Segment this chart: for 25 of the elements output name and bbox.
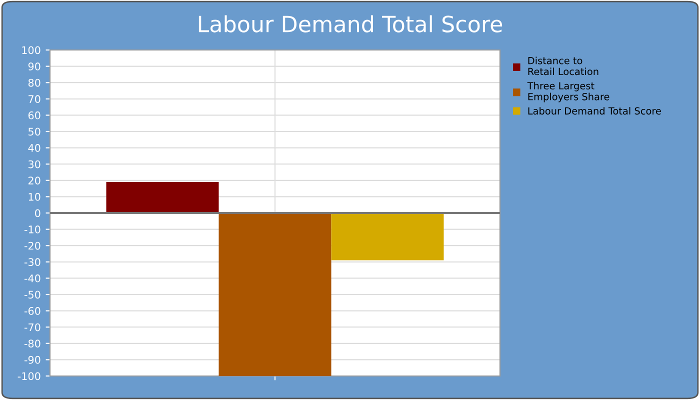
y-tick-label: -100 — [18, 372, 40, 380]
y-tick-label: 90 — [28, 62, 40, 70]
y-tick-label: 100 — [22, 46, 40, 54]
legend-label: Distance to Retail Location — [528, 56, 598, 76]
y-tick-label: -40 — [24, 274, 40, 282]
y-tick-label: 70 — [28, 95, 40, 104]
y-tick-label: -30 — [24, 258, 40, 266]
y-tick-label: 80 — [28, 78, 40, 87]
legend-label: Labour Demand Total Score — [528, 107, 661, 115]
y-tick-label: 50 — [28, 128, 40, 136]
y-tick-label: -90 — [24, 356, 40, 364]
chart-title: Labour Demand Total Score — [198, 15, 502, 32]
y-tick-label: -10 — [24, 226, 40, 234]
y-tick-label: 10 — [28, 192, 40, 201]
y-tick-label: 60 — [28, 111, 40, 120]
y-tick-label: -20 — [24, 242, 40, 250]
y-tick-label: -80 — [24, 340, 40, 348]
y-tick-label: -50 — [24, 290, 40, 299]
y-tick-label: 40 — [28, 144, 40, 152]
y-tick-label: 30 — [28, 160, 40, 168]
y-tick-label: 20 — [28, 176, 40, 185]
y-tick-label: 0 — [35, 209, 40, 218]
y-tick-label: -60 — [24, 307, 40, 315]
y-tick-label: -70 — [24, 323, 40, 332]
legend-label: Three Largest Employers Share — [527, 82, 610, 102]
